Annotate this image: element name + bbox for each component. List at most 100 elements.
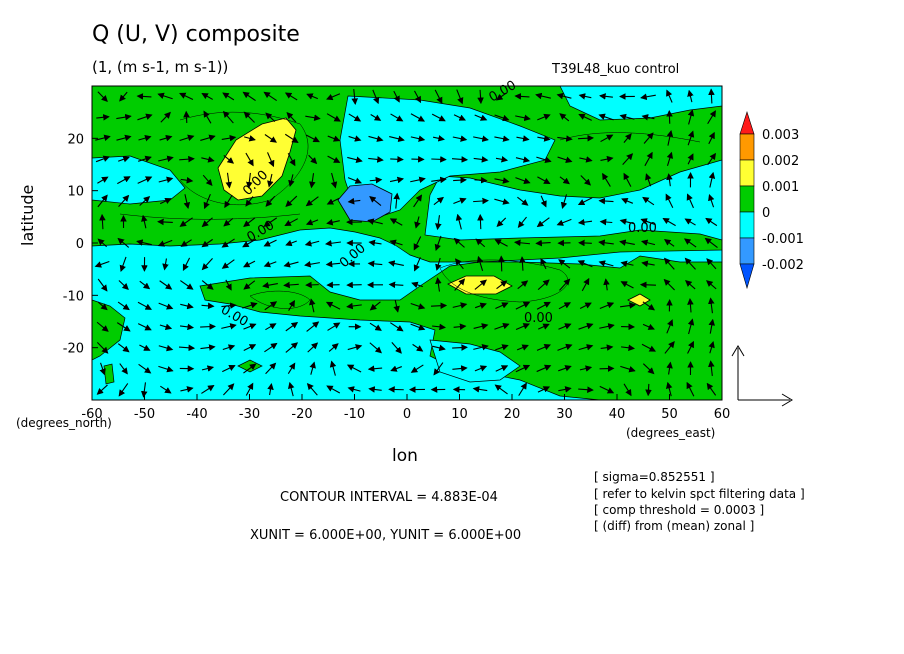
x-tick-label: 40 bbox=[609, 407, 626, 422]
wind-vector bbox=[494, 384, 508, 395]
wind-vector bbox=[621, 344, 636, 352]
wind-vector bbox=[473, 344, 489, 351]
x-tick-label: -40 bbox=[186, 407, 207, 422]
wind-vector bbox=[202, 174, 213, 187]
wind-vector bbox=[96, 341, 109, 354]
wind-vector bbox=[225, 172, 233, 189]
wind-vector bbox=[182, 257, 191, 271]
wind-vector bbox=[516, 135, 530, 142]
wind-vector bbox=[95, 155, 110, 163]
wind-vector bbox=[222, 365, 236, 373]
colorbar-label: 0.003 bbox=[762, 128, 799, 143]
wind-vector bbox=[118, 280, 129, 290]
wind-vector bbox=[619, 113, 635, 121]
wind-vector bbox=[453, 114, 466, 121]
wind-vector bbox=[434, 89, 443, 104]
wind-vector bbox=[368, 156, 384, 163]
wind-vector bbox=[324, 239, 341, 247]
wind-vector bbox=[640, 218, 656, 226]
wind-vector bbox=[515, 323, 530, 330]
wind-vector bbox=[435, 257, 442, 271]
wind-vector bbox=[556, 92, 572, 100]
wind-vector bbox=[536, 301, 551, 310]
reference-vector bbox=[731, 345, 793, 407]
cyan-island-se bbox=[429, 339, 521, 383]
wind-vector bbox=[162, 258, 169, 271]
wind-vector bbox=[222, 383, 235, 396]
wind-vector bbox=[285, 321, 299, 332]
wind-vector bbox=[435, 277, 442, 292]
wind-vector bbox=[326, 197, 340, 205]
note-threshold: [ comp threshold = 0.0003 ] bbox=[594, 503, 765, 517]
wind-vector bbox=[158, 365, 174, 373]
wind-vector bbox=[180, 239, 192, 247]
wind-vector bbox=[200, 344, 216, 351]
wind-vector bbox=[288, 299, 295, 311]
wind-vector bbox=[327, 155, 341, 163]
blue-region bbox=[337, 183, 393, 223]
wind-vector bbox=[267, 173, 274, 188]
wind-vector bbox=[178, 344, 196, 352]
colorbar-segment bbox=[739, 237, 755, 265]
contour-interval: CONTOUR INTERVAL = 4.883E-04 bbox=[280, 490, 498, 505]
wind-vector bbox=[537, 279, 550, 291]
wind-vector bbox=[119, 363, 128, 375]
wind-vector bbox=[140, 382, 148, 398]
wind-vector bbox=[577, 260, 593, 268]
wind-vector bbox=[309, 361, 316, 375]
wind-vector bbox=[117, 176, 131, 185]
wind-vector bbox=[159, 280, 173, 290]
wind-vector bbox=[577, 218, 593, 226]
wind-vector bbox=[94, 261, 110, 268]
wind-vector bbox=[708, 318, 716, 334]
wind-vector bbox=[451, 156, 469, 163]
colorbar-cap-bottom bbox=[739, 263, 755, 290]
wind-vector bbox=[347, 386, 361, 393]
wind-vector bbox=[666, 89, 673, 103]
wind-vector bbox=[265, 362, 277, 375]
x-tick-label: 60 bbox=[714, 407, 731, 422]
wind-vector bbox=[203, 110, 212, 124]
wind-vector bbox=[413, 257, 421, 272]
contour-label: 0.00 bbox=[524, 311, 553, 326]
wind-vector bbox=[286, 112, 297, 123]
wind-vector bbox=[577, 197, 593, 206]
wind-vector bbox=[243, 260, 256, 268]
wind-vector bbox=[517, 216, 527, 228]
wind-vector bbox=[158, 155, 174, 163]
wind-vector bbox=[705, 217, 718, 227]
plot-area bbox=[92, 86, 722, 400]
wind-vector bbox=[495, 365, 509, 372]
wind-vector bbox=[452, 365, 468, 372]
wind-vector bbox=[683, 238, 697, 248]
wind-vector bbox=[389, 135, 405, 143]
wind-vector bbox=[410, 176, 426, 184]
vector-scale: XUNIT = 6.000E+00, YUNIT = 6.000E+00 bbox=[250, 528, 522, 543]
wind-vector bbox=[99, 213, 106, 230]
wind-vector bbox=[477, 213, 484, 230]
wind-vector bbox=[265, 323, 277, 331]
wind-vector bbox=[599, 323, 615, 330]
wind-vector bbox=[473, 323, 489, 330]
wind-vector bbox=[346, 302, 362, 310]
wind-vector bbox=[390, 322, 404, 332]
wind-vector bbox=[578, 93, 592, 100]
note-filter: [ refer to kelvin spct filtering data ] bbox=[594, 487, 805, 501]
wind-vector bbox=[305, 219, 319, 226]
wind-vector bbox=[179, 134, 195, 142]
wind-vector bbox=[643, 132, 654, 144]
wind-vector bbox=[641, 114, 655, 121]
wind-vector bbox=[599, 385, 615, 394]
wind-vector bbox=[666, 129, 674, 146]
wind-vector bbox=[432, 323, 447, 331]
wind-vector bbox=[708, 360, 715, 376]
wind-vector bbox=[706, 258, 717, 270]
wind-vector bbox=[704, 237, 718, 248]
colorbar-segment bbox=[739, 159, 755, 187]
wind-vector bbox=[263, 217, 278, 227]
wind-vector bbox=[136, 239, 152, 246]
y-unit-note: (degrees_north) bbox=[16, 416, 112, 430]
x-tick-label: -20 bbox=[291, 407, 312, 422]
wind-vector bbox=[644, 151, 653, 167]
wind-vector bbox=[642, 363, 655, 375]
